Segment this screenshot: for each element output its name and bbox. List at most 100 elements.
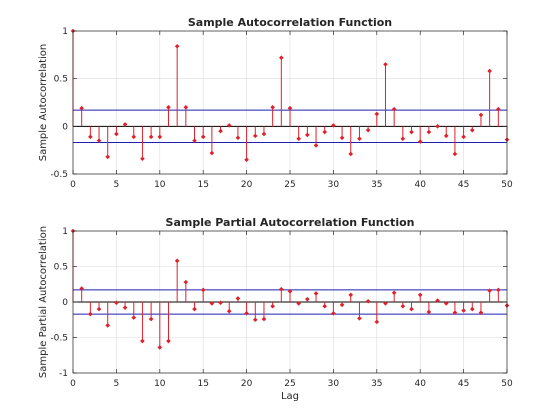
acf-point-lag-42 — [435, 124, 440, 129]
pacf-xtick-label-8: 40 — [414, 379, 426, 389]
pacf-point-lag-13 — [183, 279, 189, 285]
pacf-ytick-label-0: -1 — [59, 369, 68, 379]
pacf-point-lag-27 — [305, 296, 310, 302]
pacf-point-lag-38 — [400, 303, 406, 309]
acf-point-lag-12 — [174, 43, 180, 49]
pacf-xtick-label-4: 20 — [241, 379, 253, 389]
acf-point-lag-13 — [183, 104, 189, 110]
pacf-point-lag-47 — [478, 310, 484, 315]
acf-point-lag-28 — [313, 143, 319, 148]
pacf-xtick-label-2: 10 — [154, 379, 166, 389]
acf-point-lag-49 — [496, 106, 501, 112]
acf-point-lag-35 — [374, 111, 380, 117]
pacf-ylabel: Sample Partial Autocorrelation — [38, 226, 49, 378]
acf-point-lag-44 — [452, 151, 458, 157]
pacf-point-lag-1 — [79, 286, 84, 291]
acf-point-lag-41 — [426, 129, 432, 135]
acf-point-lag-32 — [348, 151, 354, 157]
pacf-xtick-label-5: 25 — [284, 379, 295, 389]
acf-point-lag-19 — [235, 135, 241, 141]
pacf-point-lag-6 — [122, 305, 128, 310]
acf-xtick-label-2: 10 — [154, 180, 166, 190]
pacf-point-lag-23 — [270, 303, 275, 309]
pacf-point-lag-37 — [391, 290, 397, 296]
acf-point-lag-31 — [339, 135, 345, 141]
acf-point-lag-5 — [114, 131, 119, 137]
acf-point-lag-4 — [105, 154, 111, 160]
pacf-point-lag-33 — [357, 316, 362, 321]
acf-point-lag-26 — [296, 136, 301, 142]
pacf-xtick-label-3: 15 — [197, 379, 208, 389]
acf-point-lag-36 — [383, 62, 388, 67]
acf-point-lag-21 — [252, 133, 258, 139]
pacf-point-lag-43 — [443, 301, 449, 306]
pacf-point-lag-10 — [157, 345, 163, 350]
acf-point-lag-18 — [226, 123, 232, 128]
pacf-plot: 0 5 10 15 20 25 30 35 40 45 50 -1 -0.5 0 0.5 1 Sample Pa… — [38, 216, 513, 402]
acf-point-lag-14 — [192, 138, 197, 143]
pacf-point-lag-2 — [88, 311, 93, 317]
acf-xtick-label-9: 45 — [458, 180, 469, 190]
pacf-point-lag-17 — [218, 300, 223, 306]
acf-point-lag-33 — [357, 136, 362, 142]
acf-ytick-label-1: 0 — [62, 122, 68, 132]
pacf-point-lag-16 — [209, 301, 215, 306]
pacf-xtick-label-6: 30 — [328, 379, 340, 389]
pacf-point-lag-34 — [365, 298, 371, 304]
pacf-point-lag-30 — [331, 311, 336, 316]
acf-point-lag-29 — [322, 129, 328, 135]
acf-point-lag-6 — [122, 122, 128, 127]
acf-point-lag-45 — [461, 134, 466, 140]
pacf-ytick-label-4: 1 — [62, 227, 68, 237]
acf-ytick-label-2: 0.5 — [54, 75, 68, 85]
pacf-point-lag-42 — [435, 298, 440, 303]
acf-ytick-label-0: -0.5 — [50, 170, 68, 180]
acf-xtick-label-10: 50 — [501, 180, 513, 190]
acf-xtick-label-5: 25 — [284, 180, 295, 190]
pacf-point-lag-31 — [339, 302, 345, 308]
acf-point-lag-43 — [443, 133, 449, 139]
acf-point-lag-22 — [261, 131, 267, 137]
pacf-point-lag-15 — [200, 287, 206, 293]
pacf-point-lag-28 — [313, 291, 319, 296]
pacf-point-lag-48 — [487, 288, 492, 293]
acf-xtick-label-1: 5 — [114, 180, 120, 190]
pacf-point-lag-44 — [452, 310, 458, 315]
acf-point-lag-30 — [331, 123, 336, 128]
pacf-point-lag-25 — [287, 289, 293, 294]
pacf-point-lag-45 — [461, 308, 466, 313]
pacf-xtick-label-9: 45 — [458, 379, 469, 389]
pacf-title: Sample Partial Autocorrelation Function — [166, 216, 415, 229]
acf-point-lag-25 — [287, 105, 293, 111]
acf-xtick-label-4: 20 — [241, 180, 253, 190]
acf-point-lag-27 — [305, 132, 310, 138]
acf-point-lag-8 — [140, 156, 145, 162]
pacf-ytick-label-1: -0.5 — [50, 334, 68, 344]
pacf-point-lag-5 — [114, 300, 119, 306]
acf-title: Sample Autocorrelation Function — [188, 16, 392, 29]
pacf-point-lag-4 — [105, 323, 111, 328]
acf-ylabel: Sample Autocorrelation — [38, 44, 49, 162]
acf-xtick-label-7: 35 — [371, 180, 382, 190]
pacf-point-lag-9 — [148, 316, 154, 322]
pacf-point-lag-14 — [192, 306, 197, 312]
acf-point-lag-1 — [79, 105, 84, 111]
pacf-point-lag-36 — [383, 301, 388, 306]
acf-point-lag-46 — [469, 127, 475, 133]
acf-point-lag-48 — [487, 68, 492, 74]
pacf-point-lag-7 — [131, 315, 137, 320]
pacf-point-lag-12 — [174, 258, 180, 264]
pacf-xtick-label-0: 0 — [70, 379, 76, 389]
acf-point-lag-34 — [365, 127, 371, 133]
pacf-point-lag-22 — [261, 316, 267, 322]
pacf-xlabel: Lag — [281, 391, 299, 402]
acf-point-lag-23 — [270, 104, 275, 110]
acf-ytick-label-3: 1 — [62, 27, 68, 37]
pacf-point-lag-49 — [496, 287, 501, 293]
acf-point-lag-3 — [96, 138, 102, 143]
pacf-point-lag-24 — [279, 286, 284, 292]
acf-point-lag-39 — [409, 129, 414, 135]
pacf-point-lag-46 — [469, 306, 475, 312]
pacf-point-lag-39 — [409, 306, 414, 312]
